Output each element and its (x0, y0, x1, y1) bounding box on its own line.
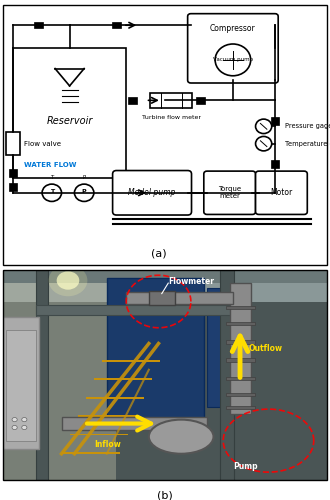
Text: Pressure gage: Pressure gage (285, 124, 330, 130)
Bar (102, 360, 160, 362)
Text: WATER FLOW: WATER FLOW (24, 162, 77, 168)
Bar (226, 322, 255, 325)
Text: Inflow: Inflow (94, 440, 120, 449)
Bar (34, 22, 44, 29)
Bar (86, 397, 144, 398)
Circle shape (49, 265, 87, 296)
Bar (226, 306, 255, 310)
Bar (10, 183, 16, 191)
Bar (112, 22, 121, 29)
Text: Flowmeter: Flowmeter (168, 278, 214, 286)
Bar (3, 318, 39, 448)
Circle shape (57, 272, 79, 289)
Circle shape (22, 418, 27, 422)
Circle shape (22, 426, 27, 430)
Text: T: T (50, 175, 53, 180)
Bar (226, 340, 255, 344)
Text: Flow valve: Flow valve (24, 140, 61, 146)
Text: (b): (b) (157, 491, 173, 500)
Ellipse shape (149, 420, 214, 454)
Bar (61, 417, 207, 430)
FancyBboxPatch shape (204, 171, 255, 214)
Text: Motor: Motor (270, 188, 293, 198)
Bar (271, 160, 279, 168)
Bar (128, 97, 137, 103)
Circle shape (12, 426, 17, 430)
Bar (226, 358, 255, 362)
FancyBboxPatch shape (188, 14, 278, 83)
Bar (107, 278, 204, 422)
Bar (13, 48, 126, 178)
Text: Turbine flow meter: Turbine flow meter (142, 115, 201, 120)
Circle shape (255, 119, 272, 134)
Bar (150, 93, 192, 108)
Bar (207, 288, 246, 406)
Circle shape (215, 44, 251, 76)
Bar (10, 168, 16, 176)
Text: Temperature gage: Temperature gage (285, 140, 330, 146)
Circle shape (12, 418, 17, 422)
Bar (226, 392, 255, 396)
Bar (94, 378, 152, 380)
Text: T: T (50, 189, 54, 194)
Bar (271, 116, 279, 124)
Text: (a): (a) (151, 248, 166, 258)
Bar (3, 270, 327, 283)
Bar (36, 270, 48, 480)
Text: Model pump: Model pump (128, 188, 176, 198)
Text: P: P (82, 175, 86, 180)
Bar (126, 292, 233, 304)
Bar (3, 283, 116, 480)
Text: P: P (82, 189, 86, 194)
Bar (226, 406, 255, 409)
Text: Outflow: Outflow (249, 344, 283, 354)
Bar (61, 452, 120, 454)
Bar (6, 330, 36, 440)
Bar (230, 283, 251, 414)
Text: Reservoir: Reservoir (47, 116, 93, 126)
Bar (70, 434, 128, 436)
Bar (78, 415, 136, 417)
FancyBboxPatch shape (113, 170, 191, 215)
Bar (6, 132, 20, 155)
Bar (36, 306, 233, 314)
Text: Vacuum pump: Vacuum pump (213, 58, 253, 62)
Bar (226, 377, 255, 380)
Text: Pump: Pump (234, 462, 258, 471)
FancyBboxPatch shape (255, 171, 307, 214)
Bar (196, 97, 205, 103)
Bar (3, 270, 327, 302)
Text: Compressor: Compressor (210, 24, 256, 32)
Text: Torque
meter: Torque meter (218, 186, 241, 200)
Bar (220, 270, 234, 480)
Circle shape (75, 184, 94, 202)
Circle shape (42, 184, 61, 202)
Bar (149, 291, 175, 306)
Circle shape (255, 136, 272, 151)
